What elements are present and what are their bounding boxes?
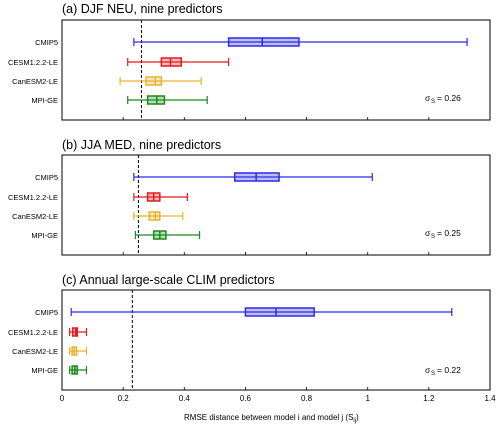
panel-b-box-cmip5: CMIP5 — [35, 172, 373, 182]
panel-a-sigma-value: = 0.26 — [437, 93, 461, 103]
panel-c-box-cmip5: CMIP5 — [35, 307, 453, 317]
panel-b-category-label: CESM1.2.2-LE — [8, 193, 58, 202]
panel-b-sigma-symbol: σ — [425, 228, 431, 238]
panel-b: (b) JJA MED, nine predictors CMIP5 CESM1.… — [8, 138, 491, 256]
panel-b-category-label: CanESM2-LE — [12, 212, 58, 221]
panel-b-category-label: CMIP5 — [35, 173, 58, 182]
x-axis-label-main: RMSE distance between model i and model … — [184, 413, 353, 422]
iqr-box — [146, 95, 166, 105]
panel-c-category-label: CMIP5 — [35, 308, 58, 317]
panel-b-category-label: MPI-GE — [31, 231, 58, 240]
x-tick-label: 1.4 — [484, 394, 496, 403]
x-axis-label: RMSE distance between model i and model … — [184, 413, 359, 424]
panel-a-category-label: CanESM2-LE — [12, 77, 58, 86]
panel-a-sigma-symbol: σ — [425, 93, 431, 103]
panel-a-box-cesm1-2-2-le: CESM1.2.2-LE — [8, 57, 230, 67]
x-tick-label: 0.8 — [301, 394, 313, 403]
iqr-box — [145, 76, 163, 86]
panel-a-category-label: MPI-GE — [31, 96, 58, 105]
panel-b-sigma-sub: S — [431, 234, 435, 240]
panel-c-box-cesm1-2-2-le: CESM1.2.2-LE — [8, 327, 88, 337]
panel-c: (c) Annual large-scale CLIM predictors C… — [8, 273, 496, 424]
iqr-box — [160, 57, 182, 67]
iqr-box — [148, 211, 161, 221]
x-tick-label: 0.4 — [179, 394, 191, 403]
panel-c-box-canesm2-le: CanESM2-LE — [12, 346, 88, 356]
x-tick-label: 1 — [365, 394, 370, 403]
panel-a-sigma-sub: S — [431, 99, 435, 105]
x-axis-label-sub: ij — [353, 418, 356, 424]
panel-b-title: (b) JJA MED, nine predictors — [62, 138, 221, 152]
panel-a-box-cmip5: CMIP5 — [35, 37, 468, 47]
panel-a-box-canesm2-le: CanESM2-LE — [12, 76, 202, 86]
panel-b-box-canesm2-le: CanESM2-LE — [12, 211, 184, 221]
panel-a-title: (a) DJF NEU, nine predictors — [62, 2, 222, 16]
iqr-box — [227, 37, 300, 47]
x-tick-label: 0.6 — [240, 394, 252, 403]
panel-c-frame — [61, 289, 491, 391]
panel-a: (a) DJF NEU, nine predictors CMIP5 CESM1.… — [8, 2, 491, 121]
panel-b-box-cesm1-2-2-le: CESM1.2.2-LE — [8, 192, 188, 202]
x-tick-label: 0.2 — [118, 394, 130, 403]
panel-a-category-label: CMIP5 — [35, 38, 58, 47]
panel-b-sigma-value: = 0.25 — [437, 228, 461, 238]
panel-c-category-label: CESM1.2.2-LE — [8, 328, 58, 337]
panel-c-sigma-sub: S — [431, 371, 435, 377]
panel-a-frame — [61, 19, 491, 121]
panel-c-title: (c) Annual large-scale CLIM predictors — [62, 273, 275, 287]
panel-b-box-mpi-ge: MPI-GE — [31, 230, 201, 240]
panel-c-category-label: CanESM2-LE — [12, 347, 58, 356]
panel-c-sigma-value: = 0.22 — [437, 365, 461, 375]
panel-a-box-mpi-ge: MPI-GE — [31, 95, 208, 105]
iqr-box — [244, 307, 315, 317]
x-tick-label: 1.2 — [423, 394, 435, 403]
iqr-box — [233, 172, 280, 182]
x-tick-label: 0 — [60, 394, 65, 403]
panel-c-sigma-symbol: σ — [425, 365, 431, 375]
iqr-box — [71, 327, 79, 337]
panel-c-category-label: MPI-GE — [31, 366, 58, 375]
x-axis-label-end: ) — [356, 413, 359, 422]
panel-c-box-mpi-ge: MPI-GE — [31, 365, 88, 375]
panel-a-category-label: CESM1.2.2-LE — [8, 58, 58, 67]
panel-b-frame — [61, 154, 491, 256]
